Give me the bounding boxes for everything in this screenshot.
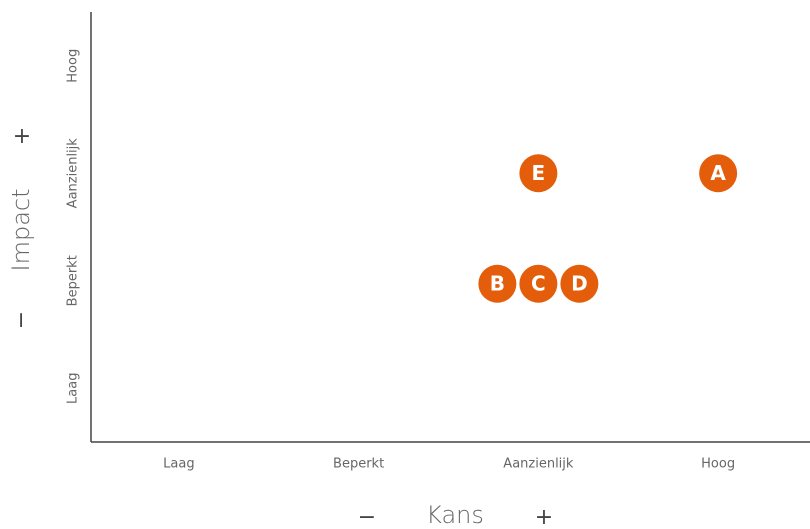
risk-point-label: D: [571, 271, 588, 295]
risk-point-label: B: [490, 271, 505, 295]
x-axis-title: Kans: [426, 501, 484, 529]
risk-point: [478, 264, 517, 303]
x-tick-label: Beperkt: [333, 457, 384, 472]
risk-point-label: C: [531, 271, 546, 295]
x-tick-label: Aanzienlijk: [503, 457, 574, 472]
x-low-sign: −: [358, 505, 376, 529]
y-tick-label: Aanzienlijk: [66, 138, 81, 209]
risk-point-label: A: [710, 161, 726, 185]
risk-point: [699, 154, 738, 193]
y-high-sign: +: [13, 124, 31, 149]
risk-point-label: E: [532, 161, 546, 185]
y-low-sign: −: [9, 311, 34, 329]
y-tick-label: Beperkt: [66, 255, 81, 306]
x-tick-label: Hoog: [701, 457, 735, 472]
y-axis-title: Impact: [7, 188, 35, 271]
x-high-sign: +: [535, 505, 553, 529]
risk-point: [560, 264, 599, 303]
risk-point: [519, 154, 558, 193]
x-tick-label: Laag: [163, 457, 194, 472]
risk-point: [519, 264, 558, 303]
y-tick-label: Laag: [66, 373, 81, 404]
y-tick-label: Hoog: [66, 49, 81, 83]
